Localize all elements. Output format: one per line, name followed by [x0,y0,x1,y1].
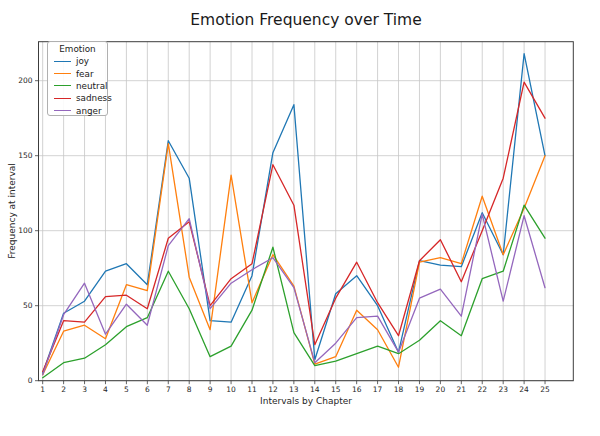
legend-item-fear: fear [48,67,107,79]
x-tick-label: 6 [145,385,150,394]
y-tick-label: 100 [18,226,33,235]
legend-title: Emotion [48,44,107,54]
x-tick-label: 15 [331,385,341,394]
legend-item-label: anger [76,106,102,116]
legend: Emotion joy fear neutralsadness anger [47,41,108,116]
legend-item-label: joy [76,56,89,66]
y-tick-label: 150 [18,151,33,160]
legend-line-swatch [54,110,71,111]
legend-item-neutral: neutral [48,80,107,92]
x-tick-label: 19 [415,385,425,394]
legend-line-swatch [54,98,71,99]
x-tick-label: 21 [457,385,467,394]
legend-item-label: neutral [76,81,107,91]
legend-item-joy: joy [48,55,107,67]
legend-line-swatch [54,73,71,74]
y-tick-label: 50 [23,301,33,310]
x-tick-label: 7 [166,385,171,394]
x-tick-label: 1 [40,385,45,394]
x-tick-label: 23 [498,385,508,394]
legend-item-label: fear [76,69,94,79]
chart-title: Emotion Frequency over Time [190,11,421,29]
y-tick-label: 200 [18,76,33,85]
legend-items: joy fear neutralsadness anger [48,55,107,117]
legend-line-swatch [54,85,71,86]
x-tick-label: 25 [540,385,550,394]
legend-line-swatch [54,61,71,62]
y-tick-label: 0 [28,376,33,385]
x-tick-label: 14 [310,385,320,394]
legend-item-label: sadness [76,93,112,103]
x-tick-label: 13 [289,385,299,394]
x-tick-label: 3 [82,385,87,394]
x-tick-label: 5 [124,385,129,394]
x-tick-label: 18 [394,385,404,394]
x-tick-label: 20 [436,385,446,394]
x-axis-label: Intervals by Chapter [260,396,352,406]
x-tick-label: 10 [226,385,236,394]
legend-item-anger: anger [48,105,107,117]
x-tick-label: 16 [352,385,362,394]
x-tick-label: 2 [61,385,66,394]
y-axis-label: Frequency at interval [7,163,17,259]
x-tick-label: 8 [187,385,192,394]
x-tick-label: 22 [477,385,487,394]
x-tick-label: 4 [103,385,108,394]
emotion-frequency-chart: 1234567891011121314151617181920212223242… [0,0,600,436]
x-tick-label: 17 [373,385,383,394]
x-tick-label: 9 [208,385,213,394]
x-tick-label: 24 [519,385,529,394]
x-tick-label: 11 [247,385,257,394]
legend-item-sadness: sadness [48,92,107,104]
x-tick-label: 12 [268,385,278,394]
